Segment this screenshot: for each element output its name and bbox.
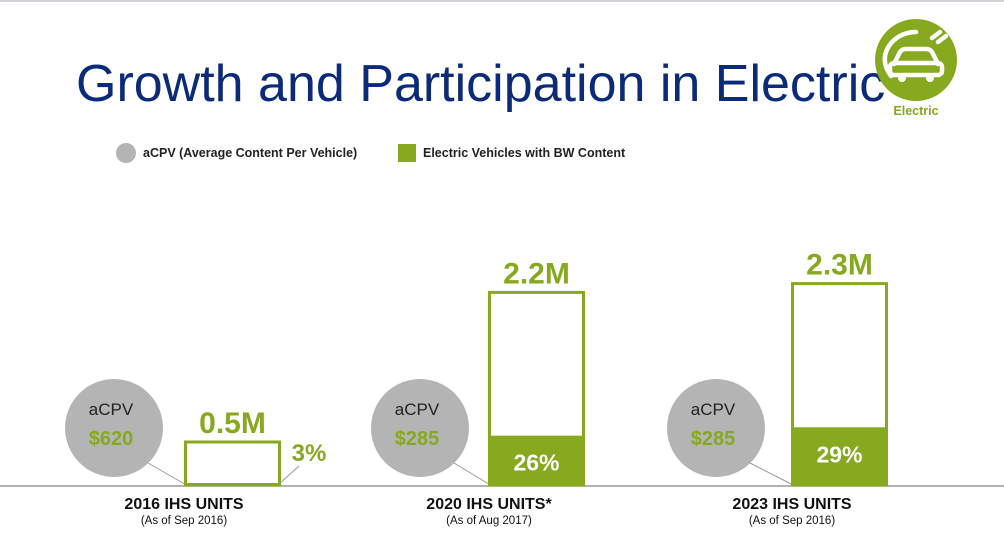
acpv-connector-line — [749, 462, 796, 487]
acpv-value: $285 — [395, 428, 440, 450]
bar-total-label: 2.2M — [503, 257, 570, 290]
legend-square-marker — [398, 144, 416, 162]
category-note: (As of Aug 2017) — [446, 515, 532, 527]
bar-data-label: 29% — [816, 441, 862, 467]
category-label: 2016 IHS UNITS — [124, 496, 244, 513]
acpv-label: aCPV — [89, 400, 134, 419]
category-note: (As of Sep 2016) — [748, 515, 836, 527]
acpv-connector-line — [453, 462, 493, 487]
acpv-circle — [371, 379, 469, 477]
bw-content-bar — [791, 427, 888, 486]
wheel-right-icon — [926, 74, 934, 82]
acpv-circle — [667, 379, 765, 477]
category-note: (As of Sep 2016) — [140, 515, 228, 527]
legend-item-acpv: aCPV (Average Content Per Vehicle) — [116, 142, 357, 164]
category-label: 2020 IHS UNITS* — [426, 496, 552, 513]
page-title: Growth and Participation in Electric — [76, 55, 886, 113]
legend-item-ev: Electric Vehicles with BW Content — [398, 142, 625, 164]
bar-total-label: 2.3M — [806, 249, 873, 282]
acpv-value: $285 — [691, 428, 736, 450]
pct-connector-line — [278, 465, 300, 485]
bar-data-label: 26% — [513, 450, 559, 476]
bw-content-bar — [184, 483, 281, 486]
legend-label-ev: Electric Vehicles with BW Content — [423, 146, 626, 160]
wheel-left-icon — [898, 74, 906, 82]
acpv-label: aCPV — [395, 400, 440, 419]
top-divider — [0, 0, 1004, 2]
total-bar — [184, 440, 281, 487]
legend-label-acpv: aCPV (Average Content Per Vehicle) — [143, 146, 358, 160]
category-label: 2023 IHS UNITS — [732, 496, 852, 513]
bar-total-label: 0.5M — [199, 407, 266, 440]
bar-data-label: 3% — [292, 440, 327, 467]
legend-circle-marker — [116, 143, 136, 163]
bw-content-bar — [488, 435, 585, 486]
acpv-connector-line — [147, 462, 189, 487]
acpv-circle — [65, 379, 163, 477]
acpv-label: aCPV — [691, 400, 736, 419]
electric-badge: Electric — [875, 19, 957, 118]
badge-label: Electric — [893, 104, 938, 118]
acpv-value: $620 — [89, 428, 134, 450]
electric-car-plug-icon — [882, 29, 949, 79]
